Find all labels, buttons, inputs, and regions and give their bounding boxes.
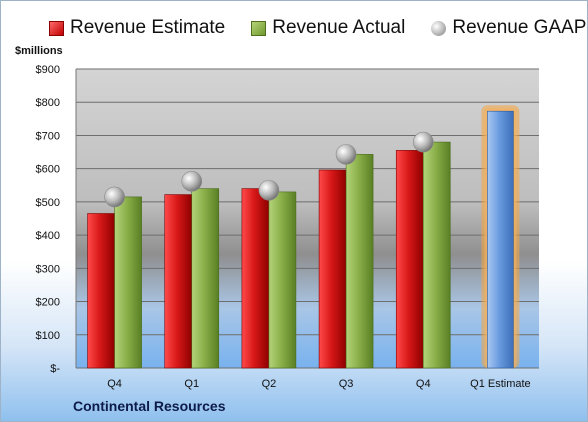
bar-layer — [87, 105, 520, 369]
y-tick-label: $900 — [36, 64, 60, 76]
bar-revenue-actual — [422, 141, 451, 369]
y-tick-label: $300 — [36, 263, 60, 275]
plot-area — [76, 69, 539, 368]
y-tick-label: $100 — [36, 330, 60, 342]
bar-revenue-estimate — [164, 194, 193, 369]
bar-revenue-estimate — [318, 169, 347, 369]
legend-label-gaap: Revenue GAAP — [452, 17, 587, 38]
bar-revenue-estimate — [241, 188, 270, 369]
bar-revenue-estimate — [395, 150, 424, 369]
bar-revenue-actual — [191, 188, 220, 369]
bar-revenue-actual — [114, 196, 142, 369]
y-tick-label: $- — [50, 363, 60, 375]
x-tick-label: Q1 — [184, 378, 199, 390]
y-tick-label: $600 — [36, 164, 60, 176]
bar-revenue-actual — [345, 154, 374, 369]
marker-revenue-gaap — [181, 170, 203, 192]
legend-swatch-actual — [251, 20, 267, 36]
y-tick-label: $700 — [36, 130, 60, 142]
grid-lines — [76, 68, 539, 369]
y-tick-label: $500 — [36, 197, 60, 209]
y-tick-label: $400 — [36, 230, 60, 242]
gaap-marker-layer — [104, 131, 434, 208]
legend-item-gaap: Revenue GAAP — [431, 17, 586, 39]
legend-item-actual: Revenue Actual — [251, 17, 405, 39]
x-tick-label: Q4 — [107, 378, 122, 390]
legend-label-estimate: Revenue Estimate — [70, 17, 226, 38]
x-tick-label: Q2 — [262, 378, 277, 390]
marker-revenue-gaap — [258, 179, 280, 201]
y-axis-unit-label: $millions — [15, 45, 63, 57]
chart-legend: Revenue Estimate Revenue Actual Revenue … — [49, 17, 586, 39]
marker-revenue-gaap — [335, 144, 357, 165]
marker-revenue-gaap — [412, 131, 434, 153]
legend-swatch-estimate — [49, 20, 64, 36]
bar-revenue-estimate-highlight — [487, 110, 514, 369]
legend-item-estimate: Revenue Estimate — [49, 17, 225, 39]
legend-swatch-gaap — [431, 20, 447, 36]
axis-layer: $- $100 $200 $300 $400 $500 $600 $700 $800 $900 Q4… — [36, 64, 531, 390]
x-tick-label: Q1 Estimate — [470, 378, 531, 390]
x-tick-label: Q3 — [339, 378, 354, 390]
bar-revenue-estimate — [87, 213, 115, 369]
bar-revenue-actual — [268, 191, 297, 369]
x-tick-label: Q4 — [416, 378, 431, 390]
y-tick-label: $800 — [36, 97, 60, 109]
marker-revenue-gaap — [104, 186, 125, 208]
company-name: Continental Resources — [73, 398, 226, 414]
legend-label-actual: Revenue Actual — [272, 17, 406, 38]
y-tick-label: $200 — [36, 297, 60, 309]
